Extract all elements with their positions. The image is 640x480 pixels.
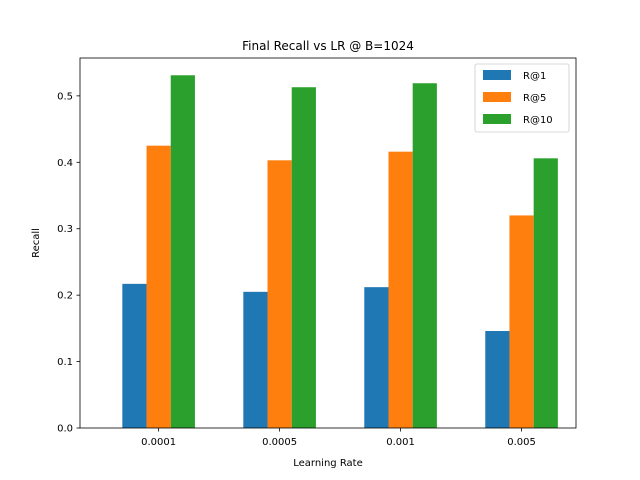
x-axis: 0.0001 0.0005 0.001 0.005 <box>141 428 536 448</box>
legend: R@1 R@5 R@10 <box>474 63 570 133</box>
bar-r-at-5-3 <box>509 215 534 428</box>
legend-label-1: R@5 <box>523 93 546 104</box>
y-axis: 0.0 0.1 0.2 0.3 0.4 0.5 <box>57 91 80 435</box>
y-tick-label-1: 0.1 <box>57 357 73 368</box>
x-axis-label: Learning Rate <box>293 458 363 469</box>
y-tick-label-4: 0.4 <box>57 158 73 169</box>
y-tick-label-5: 0.5 <box>57 91 73 102</box>
bar-r-at-1-0 <box>122 283 147 428</box>
y-tick-label-3: 0.3 <box>57 224 73 235</box>
bar-r-at-10-3 <box>533 158 558 428</box>
bar-r-at-5-0 <box>146 145 171 428</box>
legend-label-2: R@10 <box>523 115 553 126</box>
legend-swatch-2 <box>483 114 511 124</box>
x-tick-label-1: 0.0005 <box>262 437 297 448</box>
legend-label-0: R@1 <box>523 71 546 82</box>
bar-r-at-10-0 <box>170 75 195 429</box>
bar-r-at-10-2 <box>412 83 437 429</box>
bar-r-at-10-1 <box>291 87 316 428</box>
legend-swatch-1 <box>483 92 511 102</box>
x-tick-label-0: 0.0001 <box>141 437 176 448</box>
bars-group <box>122 75 558 429</box>
bar-r-at-1-2 <box>364 287 389 428</box>
plot-frame <box>79 57 577 429</box>
legend-swatch-0 <box>483 70 511 80</box>
x-tick-label-3: 0.005 <box>507 437 536 448</box>
chart-title: Final Recall vs LR @ B=1024 <box>242 39 414 53</box>
x-tick-label-2: 0.001 <box>386 437 415 448</box>
y-axis-label: Recall <box>31 228 42 258</box>
y-tick-label-0: 0.0 <box>57 424 73 435</box>
bar-r-at-1-3 <box>485 331 510 428</box>
bar-r-at-1-1 <box>243 291 268 428</box>
y-tick-label-2: 0.2 <box>57 291 73 302</box>
bar-r-at-5-1 <box>267 160 292 429</box>
bar-r-at-5-2 <box>388 151 413 428</box>
